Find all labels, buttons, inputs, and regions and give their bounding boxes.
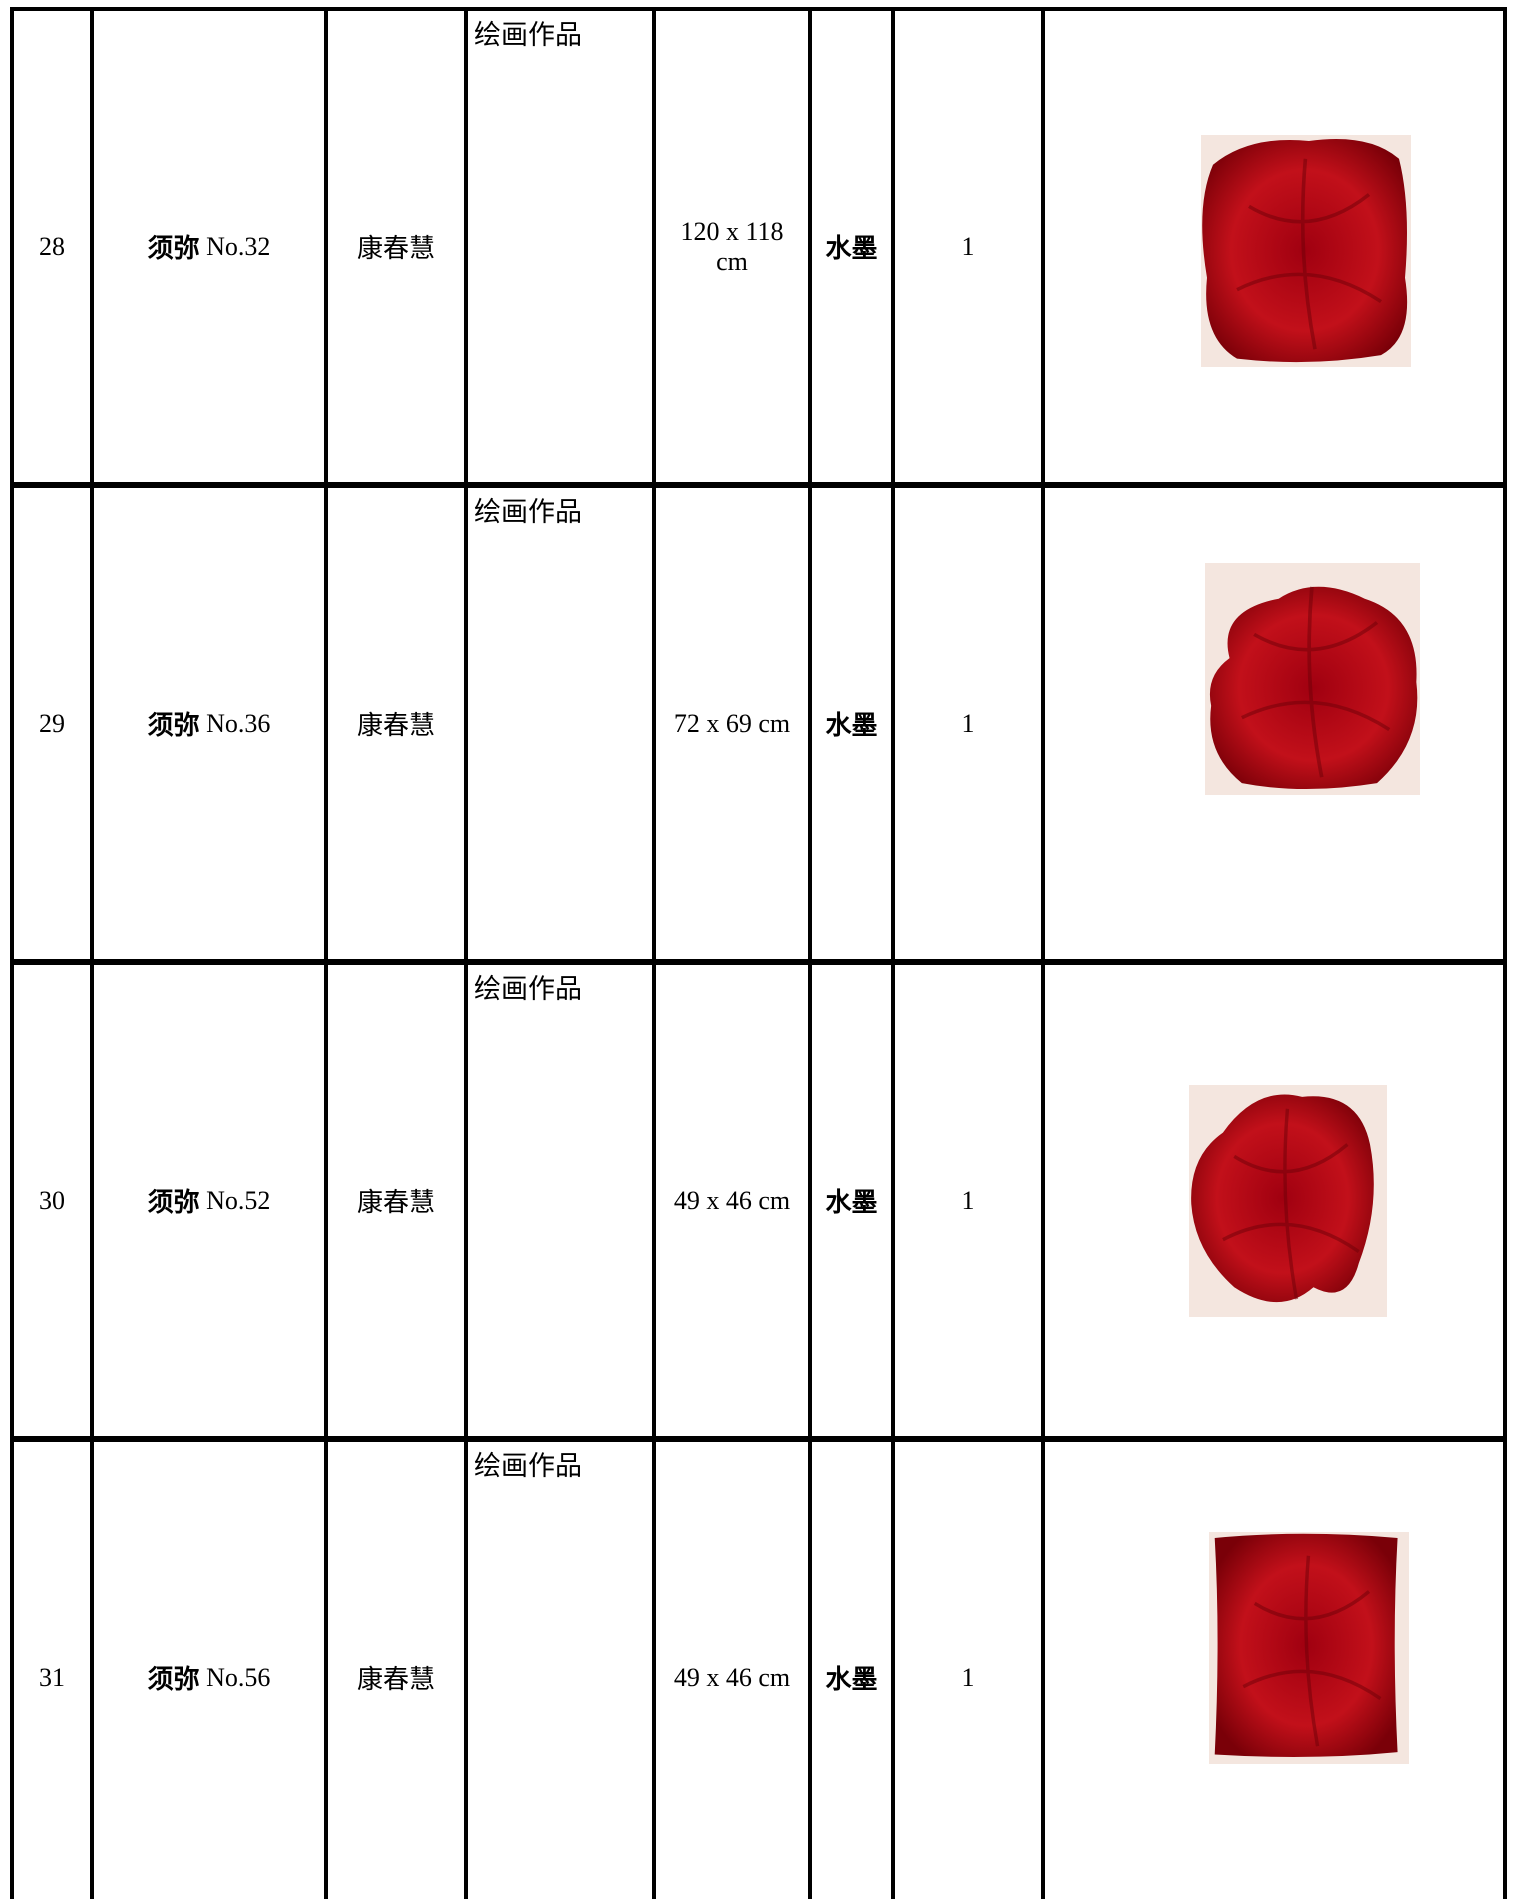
size: 49 x 46 cm [652,1438,812,1899]
title-no: No.56 [206,1662,271,1692]
image-cell [1041,961,1507,1440]
quantity: 1 [891,7,1045,486]
size: 120 x 118 cm [652,7,812,486]
medium: 水墨 [808,484,895,963]
artist: 康春慧 [324,7,468,486]
artwork-image [1189,1085,1387,1317]
title-cell: 须弥 No.52 [90,961,328,1440]
title-cell: 须弥 No.56 [90,1438,328,1899]
category: 绘画作品 [464,1438,656,1899]
row-number: 28 [10,7,94,486]
medium: 水墨 [808,1438,895,1899]
row-number: 29 [10,484,94,963]
artwork-image [1205,563,1420,795]
artist: 康春慧 [324,1438,468,1899]
artist: 康春慧 [324,484,468,963]
quantity: 1 [891,484,1045,963]
image-cell [1041,484,1507,963]
title-cn: 须弥 [147,1188,200,1218]
title-no: No.32 [206,231,271,261]
quantity: 1 [891,961,1045,1440]
medium: 水墨 [808,7,895,486]
title-cn: 须弥 [147,234,200,264]
size: 72 x 69 cm [652,484,812,963]
title-cn: 须弥 [147,1665,200,1695]
category: 绘画作品 [464,484,656,963]
title-no: No.36 [206,708,271,738]
artwork-image [1209,1532,1409,1764]
quantity: 1 [891,1438,1045,1899]
row-number: 31 [10,1438,94,1899]
title-cn: 须弥 [147,711,200,741]
title-cell: 须弥 No.32 [90,7,328,486]
category: 绘画作品 [464,961,656,1440]
artist: 康春慧 [324,961,468,1440]
title-cell: 须弥 No.36 [90,484,328,963]
size: 49 x 46 cm [652,961,812,1440]
image-cell [1041,7,1507,486]
title-no: No.52 [206,1185,271,1215]
image-cell [1041,1438,1507,1899]
row-number: 30 [10,961,94,1440]
medium: 水墨 [808,961,895,1440]
category: 绘画作品 [464,7,656,486]
artwork-image [1201,135,1411,367]
